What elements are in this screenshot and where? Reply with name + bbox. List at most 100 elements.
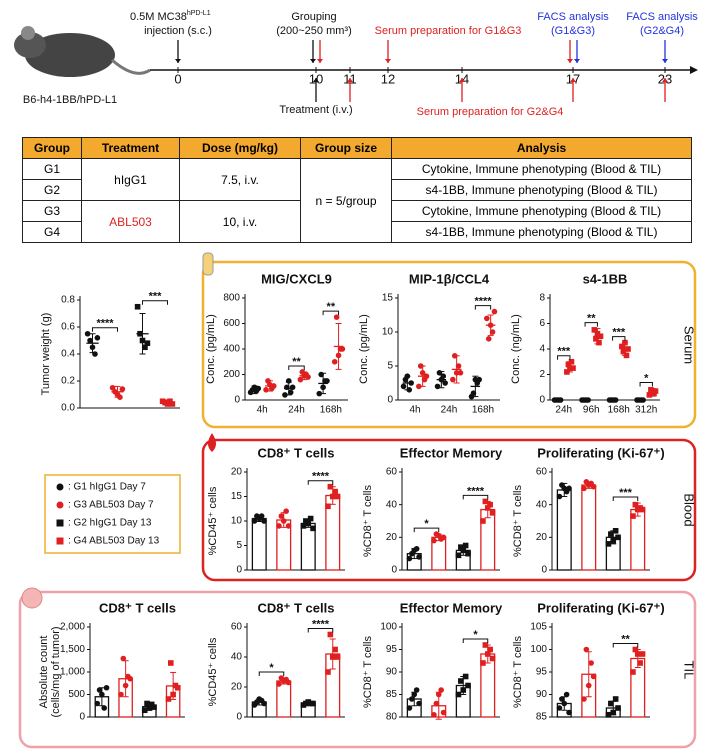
significance-label: *** — [557, 346, 571, 358]
significance-label: **** — [96, 318, 114, 330]
marker — [413, 545, 420, 552]
marker — [484, 315, 490, 322]
event-label: (G2&G4) — [640, 25, 684, 37]
marker — [640, 397, 646, 403]
marker — [581, 696, 587, 702]
significance-bracket — [462, 638, 489, 643]
marker — [118, 691, 124, 698]
marker — [411, 691, 418, 698]
marker — [127, 675, 134, 682]
marker — [332, 646, 338, 653]
cell: G1 — [22, 158, 82, 180]
significance-bracket — [612, 336, 626, 341]
marker — [169, 401, 176, 407]
y-tick-label: 6 — [539, 318, 545, 329]
y-tick-label: 0 — [391, 565, 397, 576]
chart-title: CD8⁺ T cells — [99, 600, 176, 615]
marker — [597, 333, 604, 340]
cell: Cytokine, Immune phenotyping (Blood & TI… — [391, 158, 692, 180]
y-tick-label: 10 — [231, 516, 243, 527]
y-axis-label: %CD8⁺ T cells — [362, 635, 374, 708]
panel-label: Serum — [682, 326, 697, 364]
y-tick-label: 80 — [386, 712, 398, 723]
cell: n = 5/group — [300, 158, 392, 243]
marker — [170, 691, 176, 698]
y-axis-label: %CD8⁺ T cells — [512, 484, 524, 557]
x-tick-label: 168h — [608, 405, 630, 416]
significance-bracket — [584, 322, 598, 327]
y-axis-label: Absolute count — [38, 636, 50, 709]
marker — [612, 696, 619, 702]
marker — [485, 336, 492, 342]
marker — [423, 373, 430, 380]
x-tick-label: 4h — [257, 405, 268, 416]
marker — [440, 534, 447, 541]
significance-label: * — [644, 372, 649, 384]
tube-icon — [202, 252, 214, 276]
drop-icon — [208, 433, 216, 452]
marker — [325, 503, 331, 510]
marker — [96, 687, 103, 693]
marker — [99, 691, 105, 698]
y-tick-label: 600 — [223, 318, 240, 329]
marker — [278, 513, 285, 519]
marker — [557, 397, 564, 403]
marker — [334, 654, 341, 660]
marker — [174, 684, 181, 691]
marker — [165, 696, 172, 702]
marker — [332, 488, 338, 495]
significance-label: ** — [587, 313, 596, 325]
marker — [559, 696, 565, 702]
y-tick-label: 1,000 — [60, 667, 85, 678]
marker — [109, 384, 116, 391]
marker — [585, 682, 592, 689]
y-tick-label: 8 — [539, 293, 545, 304]
marker — [615, 534, 621, 541]
event-arrowhead — [347, 78, 353, 82]
th: Analysis — [391, 137, 692, 159]
y-tick-label: 60 — [536, 467, 548, 478]
marker — [263, 387, 269, 393]
bar — [556, 489, 572, 571]
marker — [305, 520, 312, 527]
marker — [137, 330, 143, 337]
mouse-icon — [14, 26, 151, 77]
marker — [408, 380, 414, 386]
marker — [480, 518, 486, 524]
event-arrowhead — [574, 59, 580, 63]
panel-label: TIL — [682, 661, 697, 680]
marker — [94, 335, 101, 341]
legend-label: : G3 ABL503 Day 7 — [68, 500, 154, 511]
marker — [632, 501, 639, 508]
marker — [431, 537, 437, 544]
marker — [630, 513, 636, 519]
y-axis-label: %CD45⁺ cells — [207, 486, 219, 555]
marker — [465, 550, 471, 557]
marker — [331, 358, 338, 365]
panel-label: Blood — [682, 493, 697, 526]
significance-bracket — [462, 494, 489, 500]
marker — [141, 707, 148, 714]
marker — [489, 655, 496, 662]
y-tick-label: 200 — [223, 369, 240, 380]
marker — [491, 308, 498, 315]
mouse-label: B6-h4-1BB/hPD-L1 — [23, 94, 117, 106]
marker — [283, 508, 289, 514]
marker — [484, 651, 491, 657]
significance-bracket — [322, 310, 340, 316]
marker — [339, 346, 346, 352]
event-label: FACS analysis — [537, 11, 609, 23]
marker — [417, 363, 424, 369]
marker — [139, 337, 146, 344]
significance-bracket — [612, 643, 639, 648]
x-tick-label: 312h — [635, 405, 657, 416]
marker — [583, 646, 590, 653]
cell: ABL503 — [81, 200, 180, 243]
marker — [632, 646, 639, 653]
y-axis-label: Tumor weight (g) — [40, 313, 52, 396]
y-axis-label: (cells/mg of tumor) — [50, 626, 62, 717]
x-tick-label: 4h — [409, 405, 420, 416]
marker — [134, 303, 141, 310]
marker — [280, 518, 287, 524]
